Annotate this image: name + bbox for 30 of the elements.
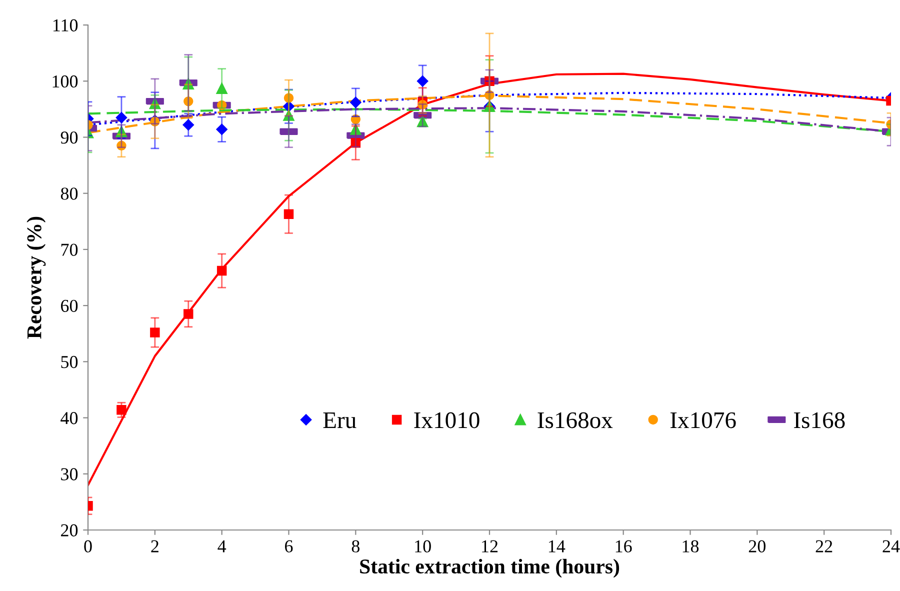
x-tick-label: 12 bbox=[482, 540, 498, 552]
y-tick-label: 30 bbox=[61, 468, 78, 480]
legend-label: Is168 bbox=[794, 412, 845, 428]
y-tick-label: 90 bbox=[60, 131, 78, 144]
x-tick-label: 14 bbox=[548, 540, 566, 552]
legend-label: Eru bbox=[323, 412, 356, 428]
x-tick-label: 20 bbox=[748, 540, 766, 552]
x-tick-label: 6 bbox=[285, 540, 293, 552]
legend-label: Ix1010 bbox=[414, 412, 480, 428]
y-tick-label: 20 bbox=[61, 524, 78, 536]
y-tick-label: 80 bbox=[60, 188, 78, 200]
x-axis-title: Static extraction time (hours) bbox=[360, 558, 620, 578]
x-tick-label: 8 bbox=[352, 540, 360, 552]
x-tick-label: 22 bbox=[816, 540, 832, 552]
x-tick-label: 4 bbox=[218, 540, 226, 552]
y-tick-label: 60 bbox=[61, 300, 78, 312]
x-tick-label: 0 bbox=[84, 540, 92, 552]
y-tick-label: 50 bbox=[61, 356, 78, 368]
y-tick-label: 100 bbox=[52, 75, 78, 88]
y-tick-label: 110 bbox=[53, 19, 78, 32]
x-tick-label: 10 bbox=[415, 540, 431, 552]
legend-label: Is168ox bbox=[538, 412, 613, 428]
x-tick-label: 2 bbox=[151, 540, 158, 552]
legend-label: Ix1076 bbox=[670, 412, 736, 428]
y-axis-title: Recovery (%) bbox=[26, 216, 46, 339]
x-tick-label: 18 bbox=[682, 540, 699, 552]
y-tick-label: 70 bbox=[61, 244, 78, 256]
y-tick-label: 40 bbox=[60, 412, 78, 424]
x-tick-label: 16 bbox=[616, 540, 632, 552]
x-tick-label: 24 bbox=[882, 540, 900, 552]
